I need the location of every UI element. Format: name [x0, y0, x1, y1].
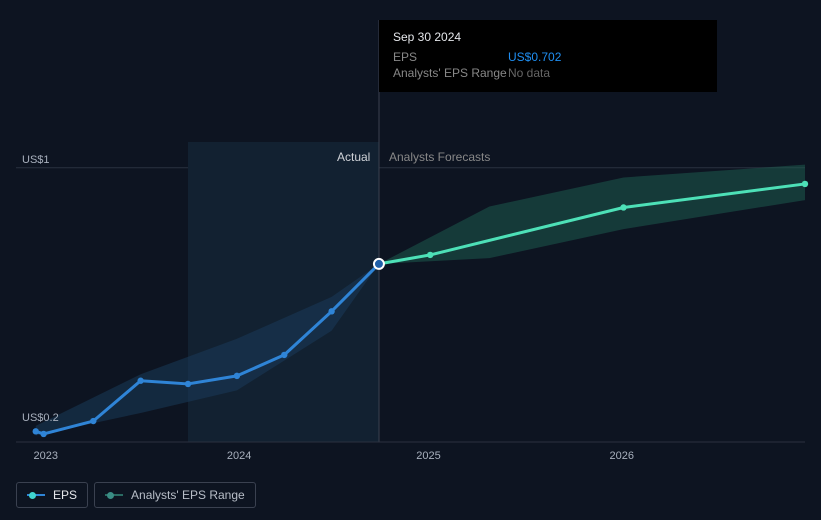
legend-swatch-icon — [27, 491, 45, 499]
region-label-actual: Actual — [337, 150, 370, 164]
tooltip-date: Sep 30 2024 — [393, 30, 703, 44]
chart-legend: EPS Analysts' EPS Range — [16, 482, 256, 508]
eps-chart: Actual Analysts Forecasts US$1 US$0.2 202… — [0, 0, 821, 520]
x-axis-tick: 2024 — [227, 450, 251, 462]
legend-item[interactable]: EPS — [16, 482, 88, 508]
legend-item-label: Analysts' EPS Range — [131, 488, 245, 502]
legend-item[interactable]: Analysts' EPS Range — [94, 482, 256, 508]
x-axis-tick: 2025 — [416, 450, 440, 462]
tooltip-row-label: EPS — [393, 50, 508, 64]
tooltip-row: Analysts' EPS RangeNo data — [393, 66, 703, 80]
chart-tooltip: Sep 30 2024 EPSUS$0.702Analysts' EPS Ran… — [379, 20, 717, 92]
legend-swatch-icon — [105, 491, 123, 499]
region-label-forecast: Analysts Forecasts — [389, 150, 490, 164]
legend-item-label: EPS — [53, 488, 77, 502]
tooltip-row-label: Analysts' EPS Range — [393, 66, 508, 80]
x-axis-tick: 2026 — [610, 450, 634, 462]
y-axis-tick: US$0.2 — [22, 412, 59, 424]
x-axis-tick: 2023 — [34, 450, 58, 462]
tooltip-row-value: US$0.702 — [508, 50, 561, 64]
tooltip-row-value: No data — [508, 66, 550, 80]
y-axis-tick: US$1 — [22, 154, 50, 166]
tooltip-row: EPSUS$0.702 — [393, 50, 703, 64]
